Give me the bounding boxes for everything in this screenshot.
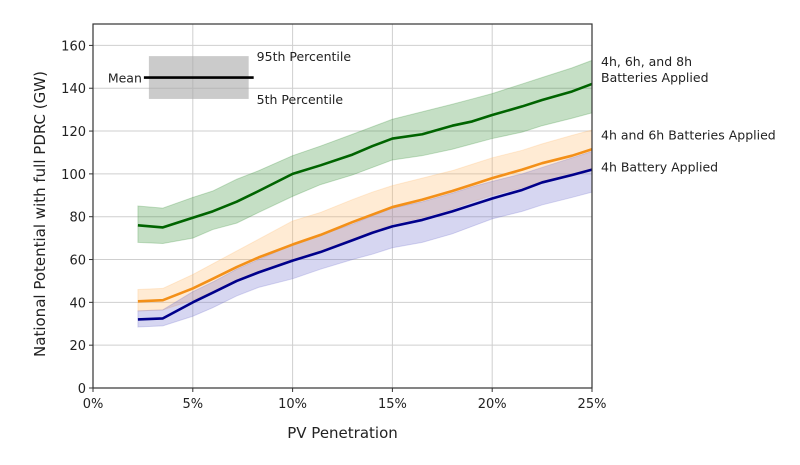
plot-frame [92,23,593,389]
y-axis-ticks: 0 20 40 60 80 100 120 140 160 [61,39,93,397]
legend-key: Mean 95th Percentile 5th Percentile [108,49,352,107]
series-label-4h-6h-and-8h-batteries-applied: Batteries Applied [601,70,709,85]
y-tick-label: 80 [69,211,86,226]
series-label-4h-6h-and-8h-batteries-applied: 4h, 6h, and 8h [601,54,692,69]
line-4h-and-6h-batteries-applied [137,148,593,303]
x-tick-label: 10% [278,397,307,412]
x-axis-label: PV Penetration [287,424,398,442]
percentile-bands [137,59,593,328]
x-tick-label: 20% [478,397,507,412]
y-tick-label: 160 [61,39,86,54]
x-tick-label: 15% [378,397,407,412]
series-label-4h-battery-applied: 4h Battery Applied [601,160,718,175]
x-tick-label: 5% [182,397,203,412]
line-4h-battery-applied [137,168,593,321]
y-tick-label: 100 [61,168,86,183]
x-tick-label: 0% [83,397,104,412]
series-label-4h-and-6h-batteries-applied: 4h and 6h Batteries Applied [601,127,776,142]
legend-key-mean-label: Mean [108,71,142,86]
y-tick-label: 140 [61,82,86,97]
band-4h-battery-applied [137,150,593,328]
y-tick-label: 120 [61,125,86,140]
legend-key-lower-label: 5th Percentile [257,92,344,107]
y-axis-label: National Potential with full PDRC (GW) [31,71,49,357]
y-tick-label: 20 [69,339,86,354]
x-axis-ticks: 0% 5% 10% 15% 20% 25% [83,388,607,412]
y-tick-label: 40 [69,296,86,311]
mean-lines [137,82,593,321]
legend-key-upper-label: 95th Percentile [257,49,352,64]
line-4h-6h-and-8h-batteries-applied [137,82,593,229]
x-tick-label: 25% [578,397,607,412]
y-tick-label: 60 [69,254,86,269]
y-tick-label: 0 [78,382,86,397]
